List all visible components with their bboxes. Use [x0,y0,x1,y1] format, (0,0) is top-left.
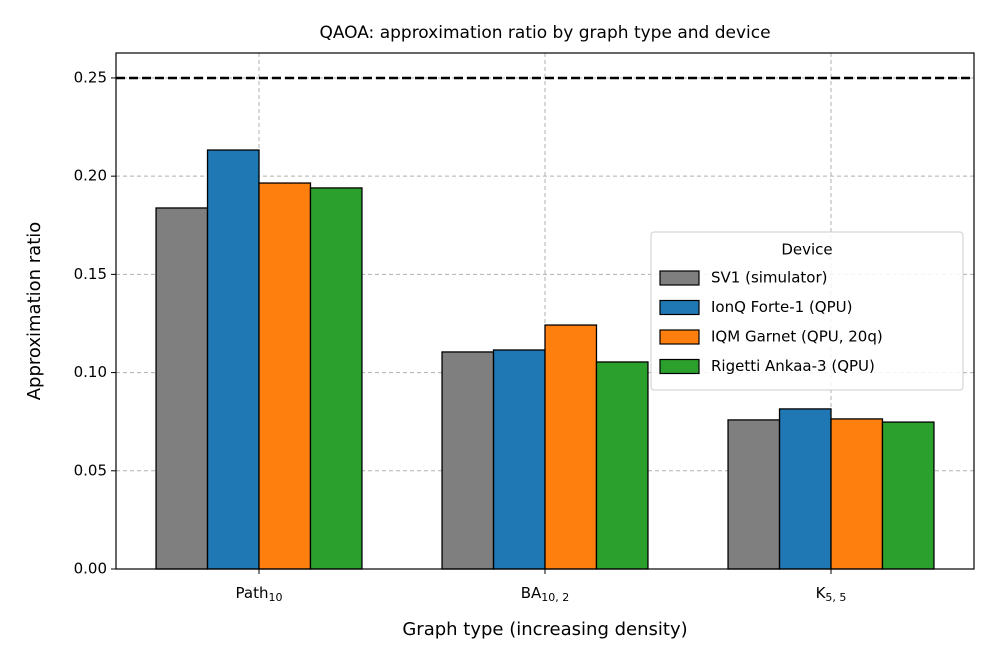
legend-label: IonQ Forte-1 (QPU) [711,298,853,316]
x-axis-label: Graph type (increasing density) [402,619,687,640]
y-tick-label: 0.20 [74,167,107,185]
bar [309,187,363,570]
bar [206,149,260,570]
legend-swatch [659,270,700,286]
y-tick-label: 0.05 [74,461,107,479]
y-tick-label: 0.25 [74,68,107,86]
plot-frame [115,52,975,570]
legend-swatch [659,329,700,345]
bar [778,408,832,570]
legend-box [650,231,964,391]
x-tick-label-base: Path [236,584,269,602]
y-tick-label: 0.10 [74,363,107,381]
legend-label: SV1 (simulator) [711,269,827,287]
legend-label: Rigetti Ankaa-3 (QPU) [711,357,875,375]
x-tick-label-sub: 10, 2 [541,591,569,604]
x-tick-label-sub: 5, 5 [825,591,846,604]
x-tick-label-base: BA [521,584,542,602]
bar [492,349,546,570]
legend-swatch [659,299,700,316]
bar [155,207,209,570]
bar [441,351,495,570]
bar [830,418,884,570]
legend-label: IQM Garnet (QPU, 20q) [711,328,883,346]
x-tick-label: K5, 5 [816,584,847,605]
y-tick-label: 0.00 [74,560,107,578]
x-tick-label-sub: 10 [268,591,282,604]
chart-title: QAOA: approximation ratio by graph type … [319,23,770,43]
legend-swatch [659,358,700,375]
bar [881,421,935,570]
y-tick-label: 0.15 [74,265,107,283]
x-tick-label: BA10, 2 [521,584,570,605]
y-axis-label: Approximation ratio [24,222,45,401]
bar [727,419,781,570]
x-tick-label-base: K [816,584,827,602]
x-tick-label: Path10 [236,584,283,605]
bar [544,324,598,570]
bar [258,182,312,570]
legend-title: Device [781,241,832,259]
bar [595,361,649,570]
